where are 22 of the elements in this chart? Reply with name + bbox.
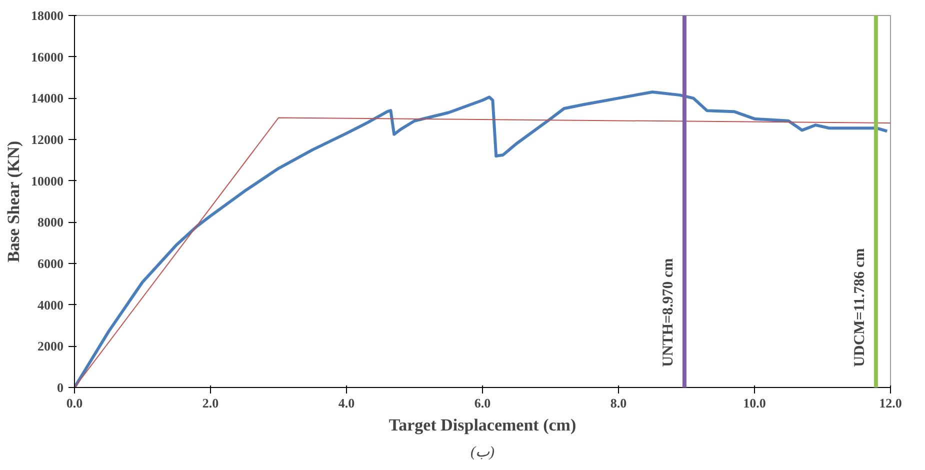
y-tick-label: 18000 [31, 8, 64, 23]
x-tick-label: 12.0 [879, 396, 902, 410]
x-tick-label: 10.0 [743, 396, 766, 410]
y-tick-label: 12000 [31, 132, 64, 147]
x-axis-title: Target Displacement (cm) [388, 416, 576, 434]
text: (ب) [470, 444, 495, 460]
x-tick-label: 4.0 [338, 396, 355, 410]
ref-line-label: UNTH=8.970 cm [660, 258, 676, 367]
ref-line-label: UDCM=11.786 cm [852, 248, 868, 367]
y-tick-label: 0 [57, 380, 64, 395]
y-tick-label: 10000 [31, 173, 64, 188]
y-tick-label: 8000 [38, 214, 64, 230]
x-tick-label: 0.0 [66, 396, 83, 410]
x-tick-label: 8.0 [610, 396, 627, 410]
y-tick-label: 16000 [31, 49, 64, 64]
x-tick-label: 2.0 [202, 396, 219, 410]
y-tick-label: 6000 [38, 256, 64, 271]
y-tick-label: 14000 [31, 90, 64, 106]
y-tick-label: 2000 [38, 338, 64, 354]
x-tick-label: 6.0 [474, 396, 491, 410]
y-tick-label: 4000 [38, 297, 64, 312]
y-axis-title: Base Shear (KN) [4, 140, 23, 262]
